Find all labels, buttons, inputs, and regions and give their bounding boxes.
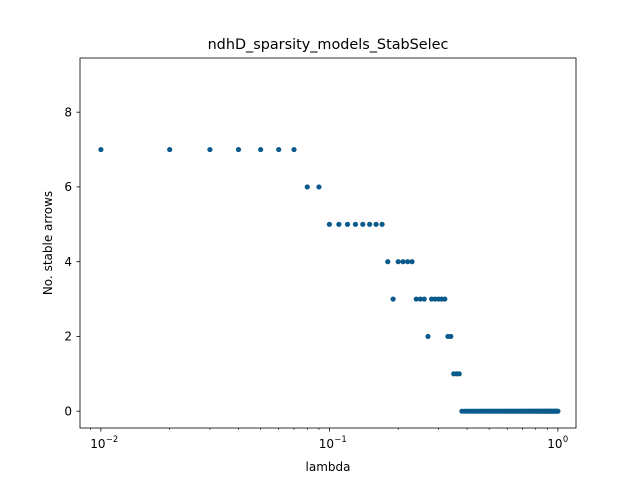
data-point — [316, 184, 322, 190]
data-point — [291, 146, 297, 153]
data-point — [385, 259, 391, 265]
data-point — [235, 146, 242, 153]
data-point — [98, 146, 104, 153]
data-point — [395, 259, 401, 265]
data-point — [425, 333, 431, 340]
y-tick-label: 2 — [64, 330, 72, 344]
data-point — [360, 221, 366, 227]
y-axis-ticks: 0 2 4 6 8 — [64, 105, 80, 418]
data-point — [442, 296, 448, 302]
y-tick-label: 4 — [64, 255, 72, 269]
x-tick-exponent: −2 — [106, 434, 118, 444]
data-point — [276, 146, 282, 153]
data-point — [367, 221, 373, 227]
axes-frame — [79, 57, 577, 429]
x-tick-label: 10 — [90, 437, 105, 451]
data-point — [409, 259, 415, 265]
data-point — [258, 146, 264, 153]
data-point — [390, 296, 396, 302]
data-point — [379, 221, 385, 227]
y-axis-label: No. stable arrows — [41, 191, 55, 295]
data-point — [413, 296, 419, 302]
data-point — [352, 221, 359, 227]
y-tick-label: 0 — [64, 404, 72, 418]
data-point — [417, 296, 423, 302]
data-point — [373, 221, 379, 227]
x-axis-label: lambda — [306, 460, 351, 474]
data-point — [326, 221, 333, 227]
data-point — [304, 184, 310, 190]
y-tick-label: 8 — [64, 105, 72, 119]
data-point — [167, 146, 173, 153]
data-point — [344, 221, 351, 227]
data-point — [405, 259, 411, 265]
x-tick-label: 10 — [547, 437, 562, 451]
x-tick-exponent: 0 — [563, 434, 568, 444]
data-point — [400, 259, 406, 265]
data-point — [448, 333, 454, 340]
y-tick-label: 6 — [64, 180, 72, 194]
data-point — [207, 146, 213, 153]
chart-title: ndhD_sparsity_models_StabSelec — [208, 37, 449, 53]
data-point — [555, 408, 561, 414]
x-tick-exponent: −1 — [334, 434, 346, 444]
data-point — [421, 296, 427, 302]
data-points — [98, 146, 561, 414]
data-point — [456, 371, 462, 377]
x-tick-label: 10 — [319, 437, 334, 451]
data-point — [336, 221, 342, 227]
